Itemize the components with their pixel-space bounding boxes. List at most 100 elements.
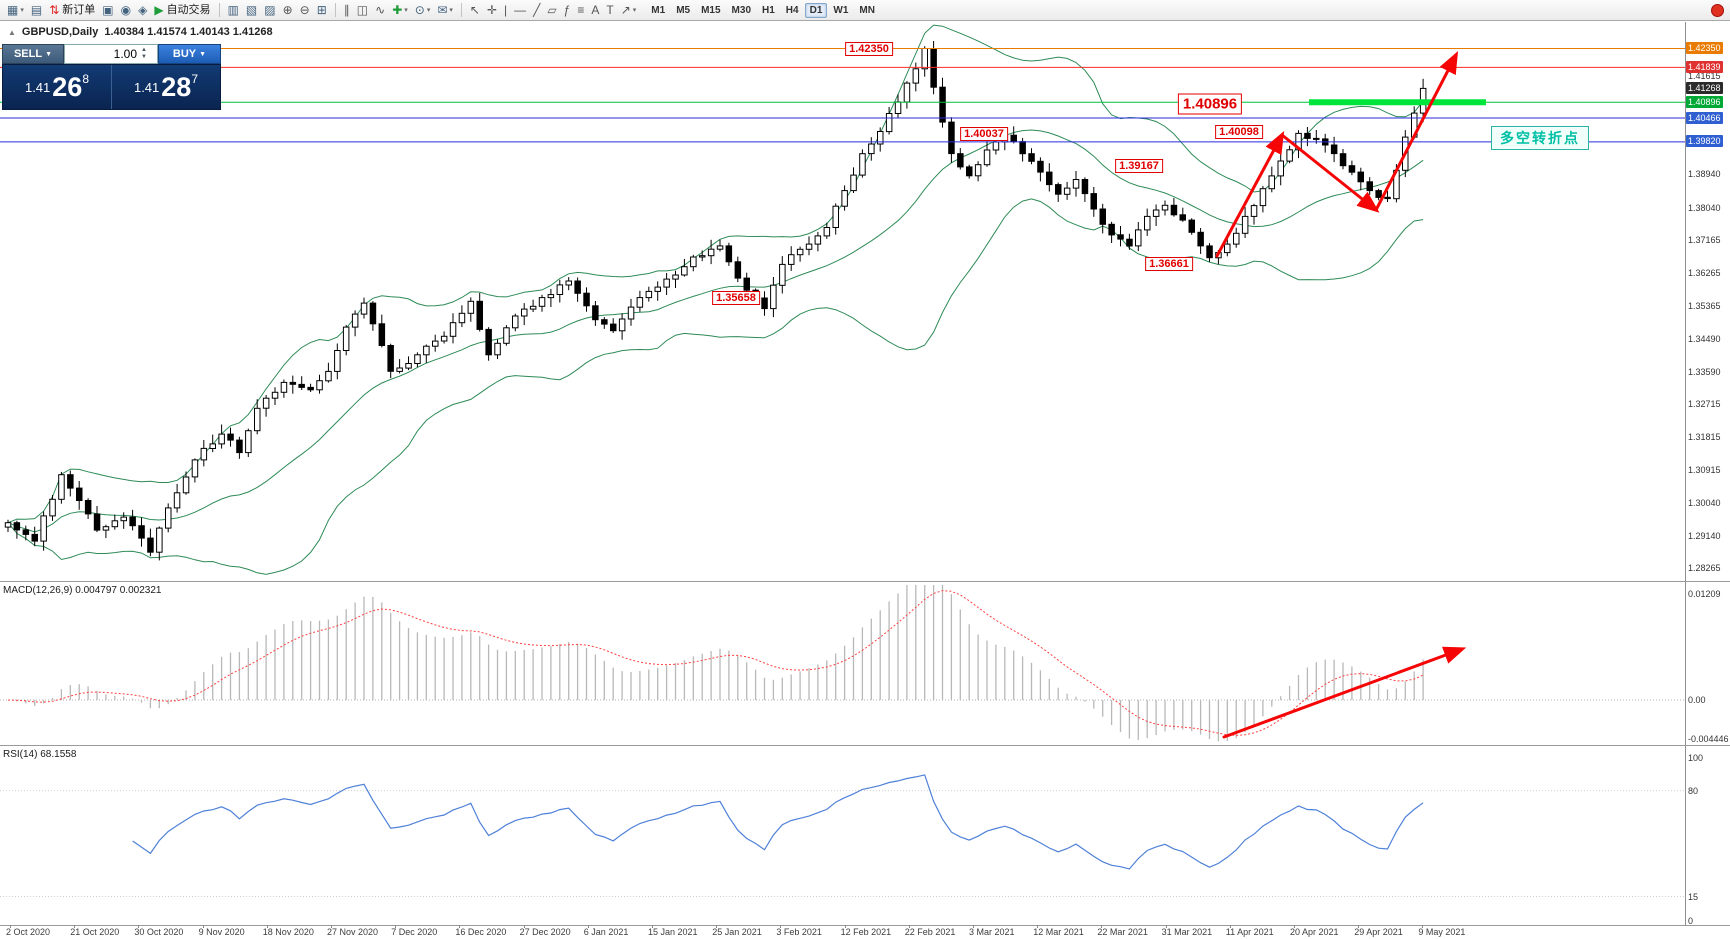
new-order-button[interactable]: ⇅ 新订单: [49, 3, 96, 17]
time-axis-tick: [652, 925, 653, 928]
text-icon: A: [591, 3, 600, 17]
cursor-icon: ↖: [469, 3, 480, 17]
one-click-toggle-icon[interactable]: ▲: [8, 27, 16, 37]
sell-price[interactable]: 1.41 26 8: [24, 71, 90, 102]
date-label: 22 Mar 2021: [1097, 927, 1148, 937]
chevron-down-icon: ▾: [632, 6, 637, 14]
horizontal-line-tool-button[interactable]: —: [511, 2, 529, 19]
time-axis-tick: [1422, 925, 1424, 928]
price-axis-tick: 1.36265: [1688, 268, 1721, 279]
candle-chart-button[interactable]: ◫: [354, 2, 371, 19]
price-callout[interactable]: 1.36661: [1145, 257, 1193, 272]
text-tool-button[interactable]: A: [588, 2, 602, 19]
indicators-plus-icon: ✚: [392, 3, 403, 17]
timeframe-H4[interactable]: H4: [785, 4, 799, 16]
volume-spinner[interactable]: ▲ ▼: [141, 47, 147, 60]
price-callout[interactable]: 1.40037: [960, 126, 1008, 141]
level-lines[interactable]: [0, 48, 1685, 143]
timeframe-H1[interactable]: H1: [762, 4, 775, 16]
channel-tool-button[interactable]: ▱: [544, 2, 559, 19]
new-chart-button[interactable]: ▦ ▾: [4, 2, 27, 19]
symbol-header: ▲ GBPUSD,Daily 1.40384 1.41574 1.40143 1…: [8, 26, 273, 38]
crosshair-tool-button[interactable]: ✛: [484, 2, 500, 19]
macd-axis-tick: -0.004446: [1688, 734, 1729, 744]
price-callout[interactable]: 1.40896: [1177, 93, 1243, 115]
rsi-label: RSI(14) 68.1558: [3, 749, 77, 760]
autotrade-button[interactable]: ▶ 自动交易: [154, 3, 211, 17]
timeframe-W1[interactable]: W1: [833, 4, 849, 16]
periods-button[interactable]: ⊙ ▾: [412, 2, 434, 19]
trendline-tool-button[interactable]: ╱: [530, 2, 543, 19]
price-callout[interactable]: 1.42350: [845, 41, 893, 56]
price-axis-tick: 1.38940: [1688, 169, 1721, 180]
price-tag: 1.42350: [1686, 42, 1723, 54]
price-axis-tick: 1.32715: [1688, 399, 1721, 410]
shapes-tool-button[interactable]: ≡: [574, 2, 587, 19]
window-icon: ▥: [227, 3, 239, 17]
data-window-button[interactable]: ◉: [118, 2, 134, 19]
date-label: 31 Mar 2021: [1161, 927, 1213, 937]
timeframe-M5[interactable]: M5: [676, 4, 691, 16]
price-tag: 1.41839: [1686, 60, 1723, 73]
auto-scroll-button[interactable]: ⊞: [314, 2, 330, 19]
cursor-tool-button[interactable]: ↖: [467, 2, 483, 19]
price-callout[interactable]: 1.39167: [1115, 158, 1163, 173]
time-axis-tick: [523, 925, 525, 928]
time-axis-tick: [716, 925, 718, 928]
market-watch-button[interactable]: ▣: [99, 2, 116, 19]
price-axis[interactable]: 1.41615 1.38940 1.38040 1.37165 1.36265 1.353…: [1686, 0, 1730, 939]
macd-axis-tick: 0.01209: [1688, 588, 1721, 599]
line-chart-button[interactable]: ∿: [372, 2, 388, 19]
templates-button[interactable]: ✉ ▾: [434, 2, 456, 19]
trendline-icon: ╱: [533, 3, 541, 17]
zoom-in-icon: ⊕: [282, 3, 293, 17]
alert-icon[interactable]: [1711, 3, 1724, 17]
zoom-out-button[interactable]: ⊖: [297, 2, 313, 19]
bar-chart-button[interactable]: ∥: [341, 2, 353, 19]
macd-panel-separator[interactable]: [0, 581, 1730, 582]
spin-down-icon[interactable]: ▼: [141, 54, 147, 60]
volume-input[interactable]: [65, 46, 139, 62]
chevron-down-icon: ▼: [199, 50, 207, 58]
date-label: 9 Nov 2020: [198, 927, 245, 937]
sell-button[interactable]: SELL ▼: [2, 44, 64, 64]
price-axis-tick: 1.38040: [1688, 202, 1721, 213]
indicators-button[interactable]: ✚ ▾: [389, 2, 411, 19]
time-axis[interactable]: 2 Oct 2020 21 Oct 2020 30 Oct 2020 9 Nov 20…: [0, 925, 1730, 939]
spin-up-icon[interactable]: ▲: [141, 47, 147, 54]
profiles-button[interactable]: ▤: [28, 2, 45, 19]
time-axis-tick: [202, 925, 204, 928]
zoom-in-button[interactable]: ⊕: [280, 2, 296, 19]
fibonacci-tool-button[interactable]: ƒ: [561, 2, 574, 19]
timeframe-M15[interactable]: M15: [701, 4, 721, 16]
price-callout[interactable]: 1.40098: [1215, 124, 1263, 139]
date-label: 25 Jan 2021: [712, 927, 762, 937]
macd-label: MACD(12,26,9) 0.004797 0.002321: [3, 585, 162, 596]
trend-arrows[interactable]: [1215, 51, 1467, 739]
new-window-button[interactable]: ▥: [225, 2, 242, 19]
cascade-windows-button[interactable]: ▧: [243, 2, 260, 19]
trend-arrow: [1280, 133, 1380, 213]
vertical-line-tool-button[interactable]: |: [501, 2, 510, 19]
timeframe-M30[interactable]: M30: [731, 4, 751, 16]
buy-button[interactable]: BUY ▼: [158, 44, 221, 64]
price-callout[interactable]: 1.35658: [712, 291, 760, 306]
time-axis-tick: [266, 925, 268, 928]
buy-price[interactable]: 1.41 28 7: [133, 71, 199, 102]
date-label: 2 Oct 2020: [6, 927, 51, 937]
annotation-box[interactable]: 多空转折点: [1491, 126, 1589, 150]
arrows-tool-button[interactable]: ↗ ▾: [618, 2, 640, 19]
label-tool-button[interactable]: T: [603, 2, 616, 19]
timeframe-M1[interactable]: M1: [651, 4, 666, 16]
time-axis-tick: [138, 925, 140, 928]
navigator-button[interactable]: ◈: [135, 2, 150, 19]
timeframe-MN[interactable]: MN: [859, 4, 875, 16]
label-icon: T: [606, 3, 614, 17]
time-axis-tick: [10, 925, 11, 928]
tile-windows-button[interactable]: ▨: [261, 2, 278, 19]
timeframe-D1[interactable]: D1: [804, 2, 828, 18]
rsi-panel-separator[interactable]: [0, 745, 1730, 746]
time-axis-tick: [331, 925, 332, 928]
